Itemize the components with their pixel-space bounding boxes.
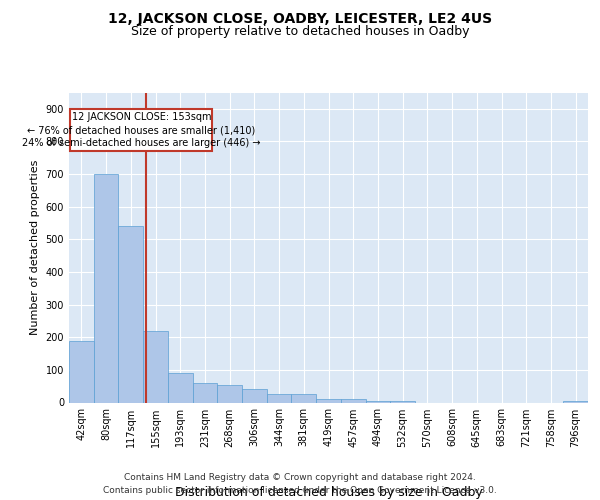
Bar — [267, 394, 292, 402]
Bar — [69, 340, 94, 402]
Bar — [292, 394, 316, 402]
Bar — [365, 401, 390, 402]
Text: Size of property relative to detached houses in Oadby: Size of property relative to detached ho… — [131, 25, 469, 38]
Y-axis label: Number of detached properties: Number of detached properties — [30, 160, 40, 335]
Text: Contains HM Land Registry data © Crown copyright and database right 2024.
Contai: Contains HM Land Registry data © Crown c… — [103, 473, 497, 495]
Bar — [563, 401, 588, 402]
Bar — [316, 399, 341, 402]
Bar — [168, 373, 193, 402]
Bar — [242, 390, 267, 402]
Text: 12, JACKSON CLOSE, OADBY, LEICESTER, LE2 4US: 12, JACKSON CLOSE, OADBY, LEICESTER, LE2… — [108, 12, 492, 26]
Bar — [193, 383, 217, 402]
Text: ← 76% of detached houses are smaller (1,410): ← 76% of detached houses are smaller (1,… — [27, 125, 256, 135]
Bar — [341, 399, 365, 402]
Bar — [143, 330, 168, 402]
Bar — [94, 174, 118, 402]
Bar — [390, 401, 415, 402]
Text: 12 JACKSON CLOSE: 153sqm: 12 JACKSON CLOSE: 153sqm — [71, 112, 211, 122]
Bar — [217, 384, 242, 402]
X-axis label: Distribution of detached houses by size in Oadby: Distribution of detached houses by size … — [175, 486, 482, 498]
Bar — [118, 226, 143, 402]
Text: 24% of semi-detached houses are larger (446) →: 24% of semi-detached houses are larger (… — [22, 138, 260, 148]
FancyBboxPatch shape — [70, 109, 212, 151]
